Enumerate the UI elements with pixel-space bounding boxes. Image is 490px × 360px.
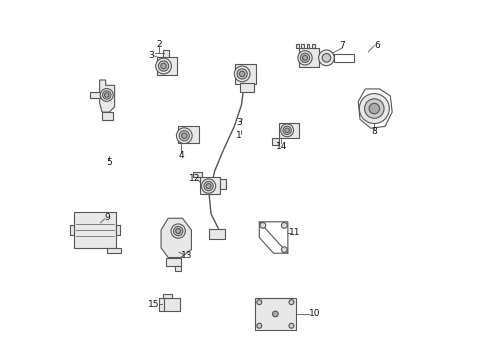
- Bar: [307, 44, 310, 48]
- Bar: [240, 83, 254, 92]
- Circle shape: [104, 93, 109, 97]
- Circle shape: [365, 99, 384, 118]
- Bar: [157, 58, 177, 75]
- Text: 4: 4: [178, 151, 184, 160]
- Bar: [70, 225, 74, 235]
- Circle shape: [281, 124, 294, 137]
- Text: 12: 12: [189, 174, 200, 183]
- Bar: [159, 298, 164, 311]
- Circle shape: [283, 126, 292, 135]
- Circle shape: [176, 128, 192, 144]
- Circle shape: [100, 89, 113, 102]
- Bar: [102, 112, 113, 120]
- Circle shape: [158, 61, 169, 71]
- Bar: [107, 248, 121, 253]
- Text: 14: 14: [276, 141, 287, 150]
- Bar: [296, 44, 299, 48]
- Circle shape: [359, 94, 390, 123]
- Circle shape: [289, 323, 294, 328]
- Bar: [272, 138, 279, 145]
- Circle shape: [272, 311, 278, 317]
- Bar: [209, 229, 225, 239]
- Bar: [74, 212, 116, 248]
- Circle shape: [369, 103, 380, 114]
- Circle shape: [234, 66, 250, 82]
- Bar: [163, 294, 172, 298]
- Bar: [301, 44, 304, 48]
- Circle shape: [300, 53, 310, 63]
- Text: 10: 10: [309, 310, 320, 319]
- Circle shape: [171, 224, 185, 238]
- Circle shape: [204, 181, 213, 191]
- Circle shape: [257, 323, 262, 328]
- Polygon shape: [161, 218, 192, 257]
- Bar: [200, 177, 220, 194]
- Text: 2: 2: [156, 40, 162, 49]
- Bar: [163, 50, 169, 58]
- Circle shape: [260, 222, 266, 228]
- Circle shape: [322, 54, 331, 62]
- Text: 9: 9: [104, 213, 110, 222]
- Circle shape: [281, 222, 287, 228]
- Circle shape: [161, 63, 166, 69]
- Text: 8: 8: [371, 127, 377, 136]
- Circle shape: [102, 91, 111, 99]
- Text: 1: 1: [236, 131, 242, 140]
- Circle shape: [302, 55, 308, 60]
- Bar: [178, 126, 199, 143]
- Bar: [167, 258, 181, 266]
- Circle shape: [179, 131, 189, 141]
- Text: 5: 5: [106, 158, 112, 167]
- Bar: [312, 44, 315, 48]
- Text: 3: 3: [148, 51, 153, 60]
- Circle shape: [201, 179, 216, 193]
- Circle shape: [206, 184, 211, 189]
- Text: 6: 6: [374, 41, 380, 50]
- Polygon shape: [99, 80, 115, 112]
- Bar: [255, 298, 296, 330]
- Circle shape: [289, 300, 294, 305]
- Text: 15: 15: [148, 300, 160, 309]
- Circle shape: [240, 71, 245, 77]
- Text: 7: 7: [340, 41, 345, 50]
- Bar: [175, 266, 181, 271]
- Circle shape: [281, 247, 287, 252]
- Text: 13: 13: [181, 251, 193, 260]
- Bar: [193, 172, 202, 177]
- Text: 3: 3: [236, 118, 242, 127]
- Circle shape: [257, 300, 262, 305]
- Circle shape: [176, 229, 181, 234]
- Polygon shape: [90, 93, 99, 98]
- Bar: [279, 123, 298, 138]
- Circle shape: [237, 69, 247, 79]
- Circle shape: [285, 128, 290, 132]
- Circle shape: [298, 51, 312, 65]
- Bar: [220, 179, 226, 189]
- Circle shape: [156, 58, 171, 74]
- Circle shape: [181, 133, 187, 139]
- Bar: [334, 54, 354, 62]
- Bar: [235, 64, 256, 84]
- Bar: [298, 48, 319, 67]
- Bar: [163, 298, 180, 311]
- Circle shape: [318, 50, 334, 66]
- Bar: [116, 225, 120, 235]
- Circle shape: [173, 226, 183, 236]
- Text: 11: 11: [289, 228, 300, 237]
